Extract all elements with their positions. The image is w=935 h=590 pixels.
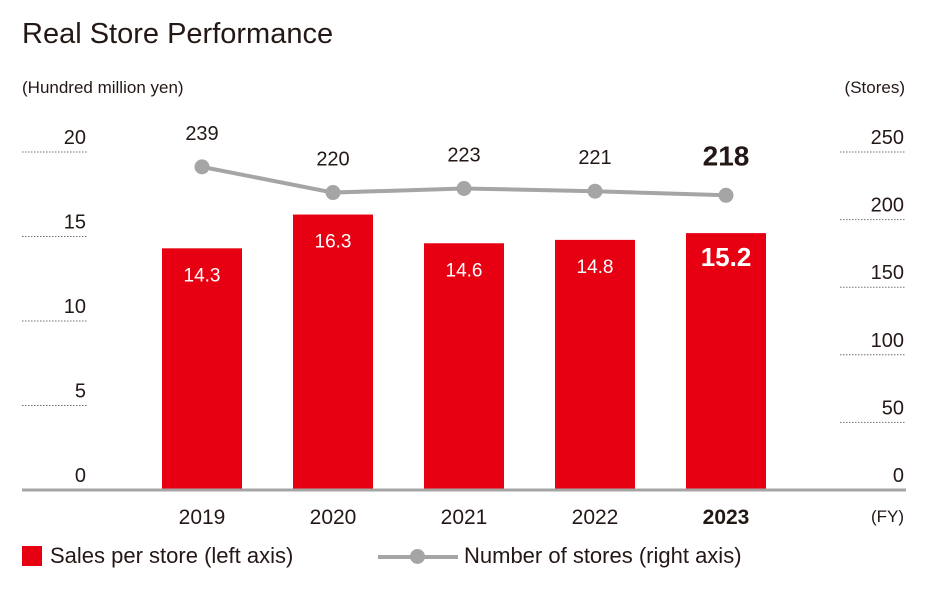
left-tick-label: 10 [64, 296, 86, 318]
bar-2022 [555, 239, 635, 490]
left-tick-label: 5 [75, 381, 86, 403]
legend-item-sales: Sales per store (left axis) [22, 543, 293, 569]
bar-value-label: 14.6 [446, 260, 483, 281]
right-tick-label: 100 [871, 330, 904, 352]
category-label: 2023 [703, 506, 750, 529]
line-point-2020 [325, 185, 341, 201]
category-label: 2021 [441, 506, 488, 529]
category-label: 2022 [572, 506, 619, 529]
right-tick-label: 50 [882, 397, 904, 419]
left-tick-label: 0 [75, 465, 86, 487]
chart-title: Real Store Performance [22, 18, 334, 50]
line-value-label: 223 [447, 145, 480, 167]
bar-2023 [686, 233, 766, 490]
left-tick-label: 15 [64, 212, 86, 234]
bar-value-label: 16.3 [315, 232, 352, 253]
bar-2019 [162, 248, 242, 490]
legend-swatch-bar [22, 546, 42, 566]
line-point-2021 [456, 181, 472, 197]
legend-label-stores: Number of stores (right axis) [464, 543, 742, 568]
category-label: 2020 [310, 506, 357, 529]
left-tick-label: 20 [64, 127, 86, 149]
right-tick-label: 200 [871, 195, 904, 217]
line-value-label: 220 [316, 149, 349, 171]
line-value-label: 218 [703, 140, 750, 171]
category-label: 2019 [179, 506, 226, 529]
right-axis-unit: (Stores) [844, 78, 905, 97]
bar-value-label: 15.2 [701, 242, 752, 272]
legend-label-sales: Sales per store (left axis) [50, 543, 294, 568]
x-axis-unit: (FY) [871, 507, 904, 526]
line-value-label: 221 [578, 147, 611, 169]
bar-value-label: 14.8 [577, 257, 614, 278]
left-axis-unit: (Hundred million yen) [22, 78, 184, 97]
right-tick-label: 150 [871, 262, 904, 284]
legend-swatch-line [378, 546, 458, 566]
line-point-2019 [194, 159, 210, 175]
bar-value-label: 14.3 [184, 265, 221, 286]
line-point-2023 [718, 187, 734, 203]
line-point-2022 [587, 183, 603, 199]
bar-2020 [293, 214, 373, 490]
legend-item-stores: Number of stores (right axis) [378, 543, 742, 569]
line-value-label: 239 [185, 123, 218, 145]
bar-2021 [424, 243, 504, 490]
right-tick-label: 0 [893, 465, 904, 487]
right-tick-label: 250 [871, 127, 904, 149]
